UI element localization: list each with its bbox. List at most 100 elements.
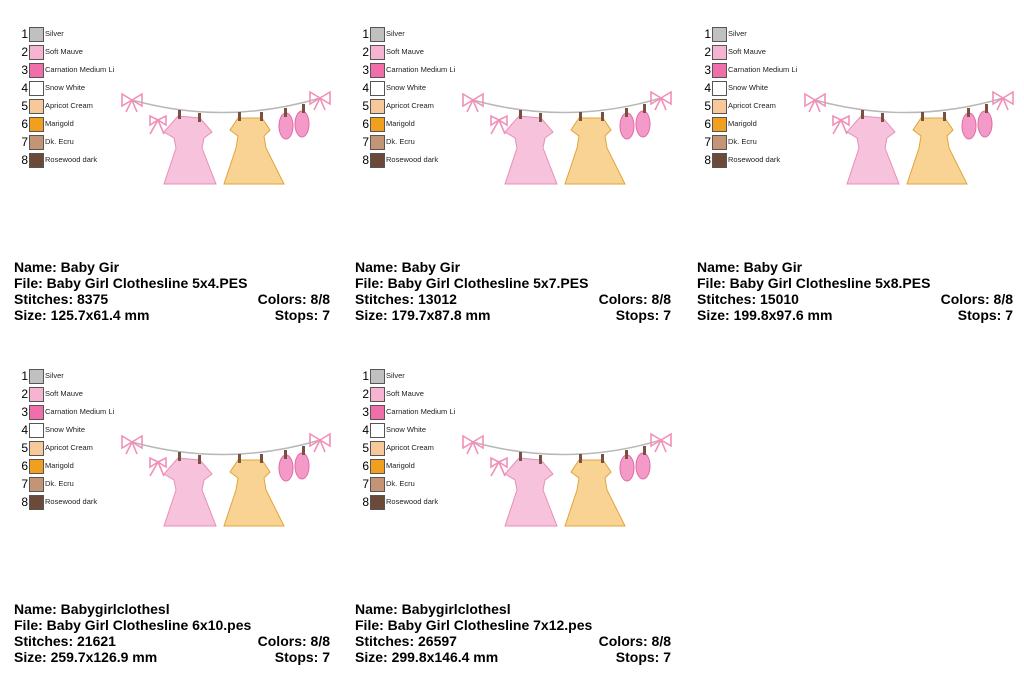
color-swatch <box>29 117 44 132</box>
color-number: 8 <box>362 153 369 167</box>
color-name: Carnation Medium Li <box>45 65 115 74</box>
color-swatch <box>712 99 727 114</box>
color-number: 6 <box>362 459 369 473</box>
color-swatch <box>29 153 44 168</box>
color-number: 4 <box>21 423 28 437</box>
info-line: Stitches: 21621 Colors: 8/8 <box>14 633 330 649</box>
color-swatch <box>370 459 385 474</box>
color-name: Marigold <box>386 119 415 128</box>
color-name: Rosewood dark <box>45 155 98 164</box>
color-swatch <box>370 387 385 402</box>
info-line: Name: Baby Gir <box>14 259 330 275</box>
color-number: 6 <box>21 459 28 473</box>
color-number: 8 <box>21 495 28 509</box>
info-line: Name: Baby Gir <box>355 259 671 275</box>
info-line: File: Baby Girl Clothesline 5x7.PES <box>355 275 671 291</box>
info-line: Stitches: 26597 Colors: 8/8 <box>355 633 671 649</box>
info-file: File: Baby Girl Clothesline 5x4.PES <box>14 275 248 291</box>
color-swatch <box>29 63 44 78</box>
color-name: Silver <box>386 371 405 380</box>
info-size: Size: 125.7x61.4 mm <box>14 307 150 323</box>
info-line: Stitches: 13012 Colors: 8/8 <box>355 291 671 307</box>
design-preview <box>461 430 673 540</box>
color-swatch <box>712 153 727 168</box>
color-swatch <box>370 63 385 78</box>
info-size: Size: 199.8x97.6 mm <box>697 307 833 323</box>
info-line: Name: Babygirlclothesl <box>14 601 330 617</box>
color-name: Carnation Medium Li <box>386 65 456 74</box>
info-size: Size: 179.7x87.8 mm <box>355 307 491 323</box>
info-stops: Stops: 7 <box>274 649 330 665</box>
info-colors: Colors: 8/8 <box>940 291 1013 307</box>
design-card: 1 Silver 2 Soft Mauve 3 Carnation Medium Li 4 S… <box>14 342 334 682</box>
info-file: File: Baby Girl Clothesline 5x8.PES <box>697 275 931 291</box>
design-card: 1 Silver 2 Soft Mauve 3 Carnation Medium Li 4 S… <box>697 0 1017 340</box>
color-swatch <box>712 81 727 96</box>
color-number: 2 <box>362 45 369 59</box>
info-line: Stitches: 8375 Colors: 8/8 <box>14 291 330 307</box>
info-name: Name: Baby Gir <box>14 259 120 275</box>
design-card: 1 Silver 2 Soft Mauve 3 Carnation Medium Li 4 S… <box>355 0 675 340</box>
color-name: Silver <box>728 29 747 38</box>
info-line: Size: 125.7x61.4 mm Stops: 7 <box>14 307 330 323</box>
color-name: Rosewood dark <box>728 155 781 164</box>
color-swatch <box>370 117 385 132</box>
color-number: 5 <box>704 99 711 113</box>
color-name: Dk. Ecru <box>728 137 757 146</box>
color-number: 2 <box>21 45 28 59</box>
color-swatch <box>370 495 385 510</box>
info-stitches: Stitches: 13012 <box>355 291 457 307</box>
color-swatch <box>29 441 44 456</box>
color-swatch <box>29 45 44 60</box>
color-name: Carnation Medium Li <box>386 407 456 416</box>
color-number: 1 <box>362 27 369 41</box>
color-swatch <box>370 45 385 60</box>
color-name: Snow White <box>386 83 427 92</box>
color-number: 3 <box>362 405 369 419</box>
color-swatch <box>370 27 385 42</box>
color-swatch <box>370 135 385 150</box>
color-name: Snow White <box>45 83 86 92</box>
color-swatch <box>29 495 44 510</box>
info-colors: Colors: 8/8 <box>598 291 671 307</box>
color-swatch <box>712 135 727 150</box>
color-name: Dk. Ecru <box>45 137 74 146</box>
design-card: 1 Silver 2 Soft Mauve 3 Carnation Medium Li 4 S… <box>14 0 334 340</box>
info-line: File: Baby Girl Clothesline 6x10.pes <box>14 617 330 633</box>
color-name: Apricot Cream <box>386 101 434 110</box>
color-name: Carnation Medium Li <box>45 407 115 416</box>
color-name: Soft Mauve <box>386 389 424 398</box>
info-line: Size: 259.7x126.9 mm Stops: 7 <box>14 649 330 665</box>
info-size: Size: 259.7x126.9 mm <box>14 649 158 665</box>
color-swatch <box>29 99 44 114</box>
color-number: 5 <box>21 99 28 113</box>
design-card: 1 Silver 2 Soft Mauve 3 Carnation Medium Li 4 S… <box>355 342 675 682</box>
color-swatch <box>29 387 44 402</box>
info-stops: Stops: 7 <box>957 307 1013 323</box>
design-preview <box>803 88 1015 198</box>
color-name: Soft Mauve <box>45 389 83 398</box>
color-swatch <box>29 459 44 474</box>
info-size: Size: 299.8x146.4 mm <box>355 649 499 665</box>
color-number: 7 <box>704 135 711 149</box>
color-number: 1 <box>21 369 28 383</box>
info-line: File: Baby Girl Clothesline 5x4.PES <box>14 275 330 291</box>
color-swatch <box>29 423 44 438</box>
color-swatch <box>370 369 385 384</box>
color-name: Silver <box>386 29 405 38</box>
color-number: 6 <box>362 117 369 131</box>
color-name: Rosewood dark <box>386 155 439 164</box>
color-number: 7 <box>21 135 28 149</box>
color-swatch <box>29 405 44 420</box>
info-colors: Colors: 8/8 <box>257 291 330 307</box>
color-name: Snow White <box>45 425 86 434</box>
color-name: Dk. Ecru <box>386 137 415 146</box>
design-preview <box>461 88 673 198</box>
color-number: 5 <box>21 441 28 455</box>
color-swatch <box>370 81 385 96</box>
color-name: Apricot Cream <box>386 443 434 452</box>
color-name: Rosewood dark <box>45 497 98 506</box>
info-stitches: Stitches: 15010 <box>697 291 799 307</box>
info-line: Name: Baby Gir <box>697 259 1013 275</box>
